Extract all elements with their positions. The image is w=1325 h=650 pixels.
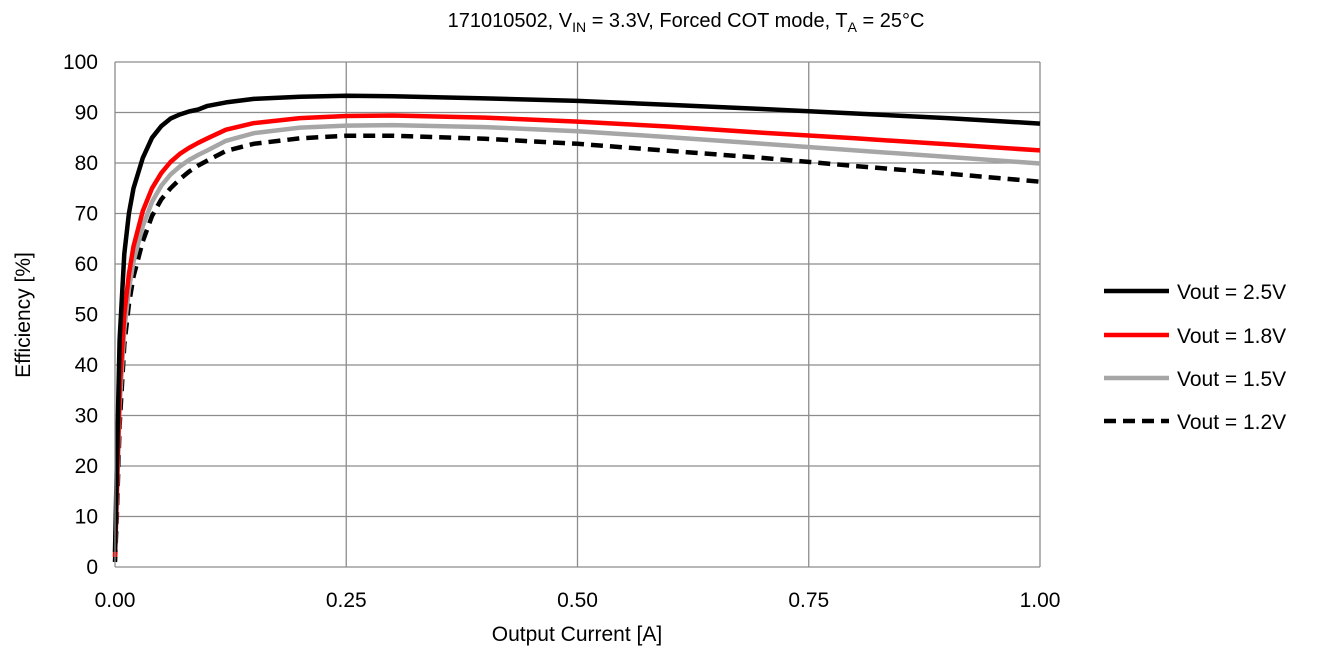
chart-title: 171010502, VIN = 3.3V, Forced COT mode, … xyxy=(448,10,925,35)
grid-lines xyxy=(115,61,1041,567)
axes xyxy=(114,62,1040,568)
legend: Vout = 2.5V Vout = 1.8V Vout = 1.5V Vout = … xyxy=(1104,281,1286,434)
title-sub-in: IN xyxy=(572,19,586,35)
y-tick-label: 70 xyxy=(75,203,98,226)
y-tick-label: 90 xyxy=(75,102,98,125)
y-tick-label: 20 xyxy=(75,455,98,478)
series-lines xyxy=(112,93,1041,563)
x-tick-label: 1.00 xyxy=(1020,589,1061,612)
legend-label: Vout = 1.5V xyxy=(1177,368,1286,391)
y-tick-labels: 0 10 20 30 40 50 60 70 80 90 100 xyxy=(63,51,98,579)
title-part-device: 171010502, V xyxy=(448,10,573,32)
y-tick-label: 100 xyxy=(63,51,98,74)
title-sub-a: A xyxy=(848,19,858,35)
y-tick-label: 10 xyxy=(75,506,98,529)
title-part-end: = 25°C xyxy=(857,10,924,32)
x-tick-labels: 0.00 0.25 0.50 0.75 1.00 xyxy=(95,589,1061,612)
series-line-1 xyxy=(112,93,1041,552)
y-tick-label: 30 xyxy=(75,405,98,428)
legend-label: Vout = 2.5V xyxy=(1177,281,1286,304)
x-tick-label: 0.50 xyxy=(557,589,598,612)
y-tick-label: 80 xyxy=(75,152,98,175)
y-tick-label: 60 xyxy=(75,253,98,276)
legend-label: Vout = 1.2V xyxy=(1177,411,1286,434)
series-line-4 xyxy=(112,133,1041,563)
x-tick-label: 0.00 xyxy=(95,589,136,612)
x-axis-title: Output Current [A] xyxy=(492,623,662,646)
x-tick-label: 0.25 xyxy=(326,589,367,612)
y-tick-label: 0 xyxy=(86,556,98,579)
y-tick-label: 50 xyxy=(75,304,98,327)
y-axis-title: Efficiency [%] xyxy=(12,252,35,378)
y-tick-label: 40 xyxy=(75,354,98,377)
legend-label: Vout = 1.8V xyxy=(1177,325,1286,348)
series-line-2 xyxy=(112,113,1041,557)
title-part-mid: = 3.3V, Forced COT mode, T xyxy=(586,10,847,32)
x-tick-label: 0.75 xyxy=(788,589,829,612)
